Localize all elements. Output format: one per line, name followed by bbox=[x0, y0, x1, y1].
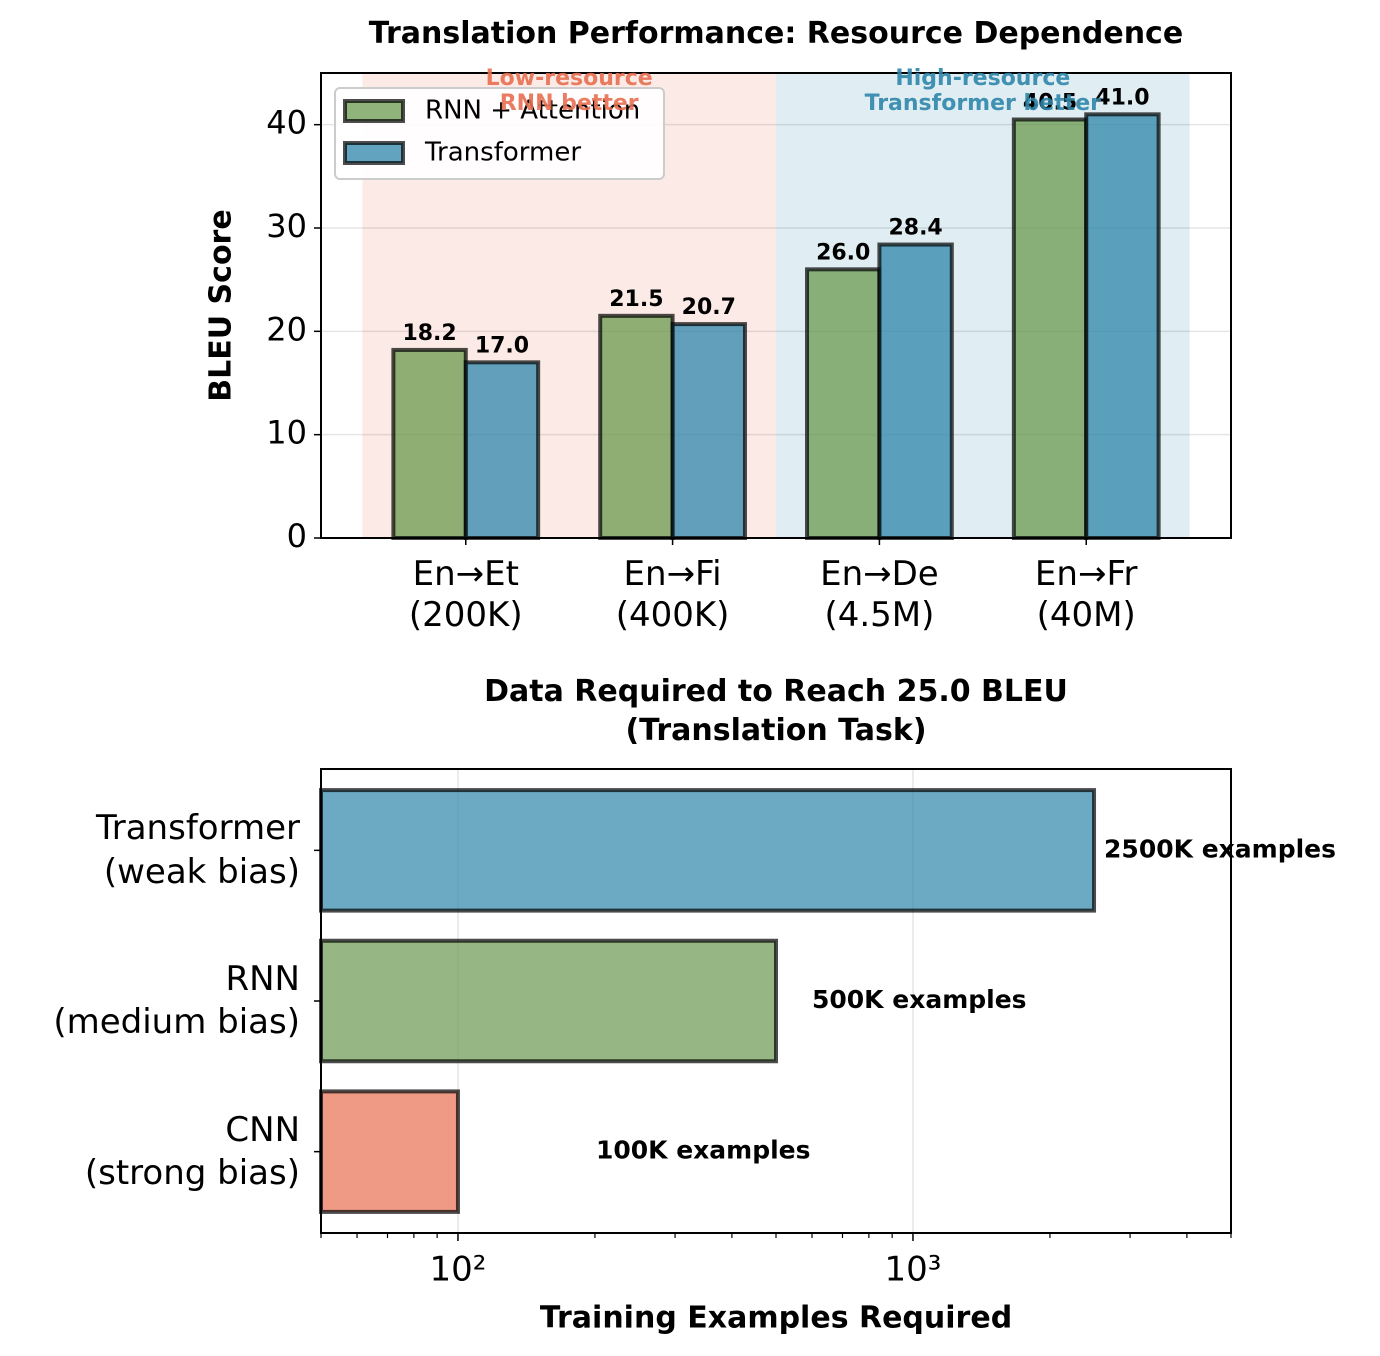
y-axis-label: BLEU Score bbox=[204, 209, 239, 401]
axes-frame bbox=[320, 768, 1232, 1234]
y-tick-label: Transformer (weak bias) bbox=[95, 808, 300, 892]
y-tick-label: 20 bbox=[266, 310, 307, 348]
bar bbox=[877, 242, 954, 541]
bar bbox=[319, 788, 1097, 913]
y-tick-label: 30 bbox=[266, 207, 307, 245]
value-label: 17.0 bbox=[475, 333, 529, 358]
region-label: Low-resource RNN better bbox=[485, 66, 653, 117]
legend-swatch bbox=[343, 99, 405, 123]
x-axis-label: Training Examples Required bbox=[540, 1301, 1012, 1336]
legend-box bbox=[334, 87, 665, 180]
axes-frame bbox=[320, 72, 1232, 539]
bar bbox=[463, 360, 541, 541]
x-tick-label: En→Et (200K) bbox=[408, 554, 523, 635]
value-label: 100K examples bbox=[596, 1136, 811, 1165]
y-tick-label: RNN (medium bias) bbox=[53, 958, 300, 1042]
x-tick-label: En→Fr (40M) bbox=[1034, 554, 1138, 635]
value-label: 40.5 bbox=[1023, 91, 1077, 116]
chart-title: Data Required to Reach 25.0 BLEU (Transl… bbox=[484, 674, 1068, 748]
value-label: 26.0 bbox=[816, 240, 870, 265]
y-tick-label: 0 bbox=[287, 517, 307, 555]
x-tick-label: 10² bbox=[430, 1250, 487, 1290]
bar bbox=[1011, 117, 1089, 540]
bar bbox=[805, 267, 882, 540]
bar bbox=[391, 347, 468, 540]
legend-label: RNN + Attention bbox=[425, 96, 640, 126]
legend-swatch bbox=[343, 141, 405, 165]
bar bbox=[1084, 112, 1161, 540]
bar bbox=[319, 1089, 460, 1214]
legend-label: Transformer bbox=[424, 138, 581, 168]
value-label: 41.0 bbox=[1095, 85, 1149, 110]
y-tick-label: 10 bbox=[266, 414, 307, 452]
bar bbox=[670, 322, 747, 540]
value-label: 2500K examples bbox=[1104, 834, 1336, 863]
x-tick-label: 10³ bbox=[885, 1250, 942, 1290]
bar bbox=[319, 938, 778, 1064]
bar bbox=[598, 313, 675, 541]
value-label: 20.7 bbox=[682, 295, 736, 320]
y-tick-label: CNN (strong bias) bbox=[84, 1109, 300, 1193]
region-label: High-resource Transformer better bbox=[864, 66, 1102, 117]
y-tick-label: 40 bbox=[266, 104, 307, 142]
x-tick-label: En→De (4.5M) bbox=[820, 554, 939, 635]
value-label: 18.2 bbox=[402, 321, 456, 346]
value-label: 500K examples bbox=[812, 985, 1027, 1014]
x-tick-label: En→Fi (400K) bbox=[615, 554, 730, 635]
chart-title: Translation Performance: Resource Depend… bbox=[368, 16, 1184, 51]
value-label: 21.5 bbox=[609, 287, 663, 312]
value-label: 28.4 bbox=[888, 216, 942, 241]
